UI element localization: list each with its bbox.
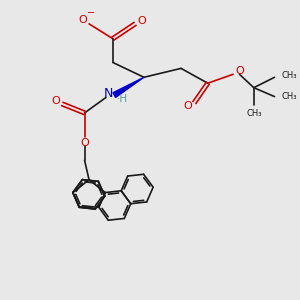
Text: CH₃: CH₃ [282, 92, 298, 101]
Text: O: O [78, 15, 87, 25]
Text: O: O [137, 16, 146, 26]
Text: O: O [80, 138, 89, 148]
Text: O: O [235, 66, 244, 76]
Text: O: O [51, 96, 60, 106]
Text: CH₃: CH₃ [246, 109, 262, 118]
Text: CH₃: CH₃ [282, 71, 298, 80]
Text: O: O [184, 101, 192, 111]
Text: −: − [87, 8, 95, 18]
Text: N: N [104, 87, 114, 100]
Text: ·H: ·H [117, 94, 128, 104]
Polygon shape [113, 77, 144, 98]
